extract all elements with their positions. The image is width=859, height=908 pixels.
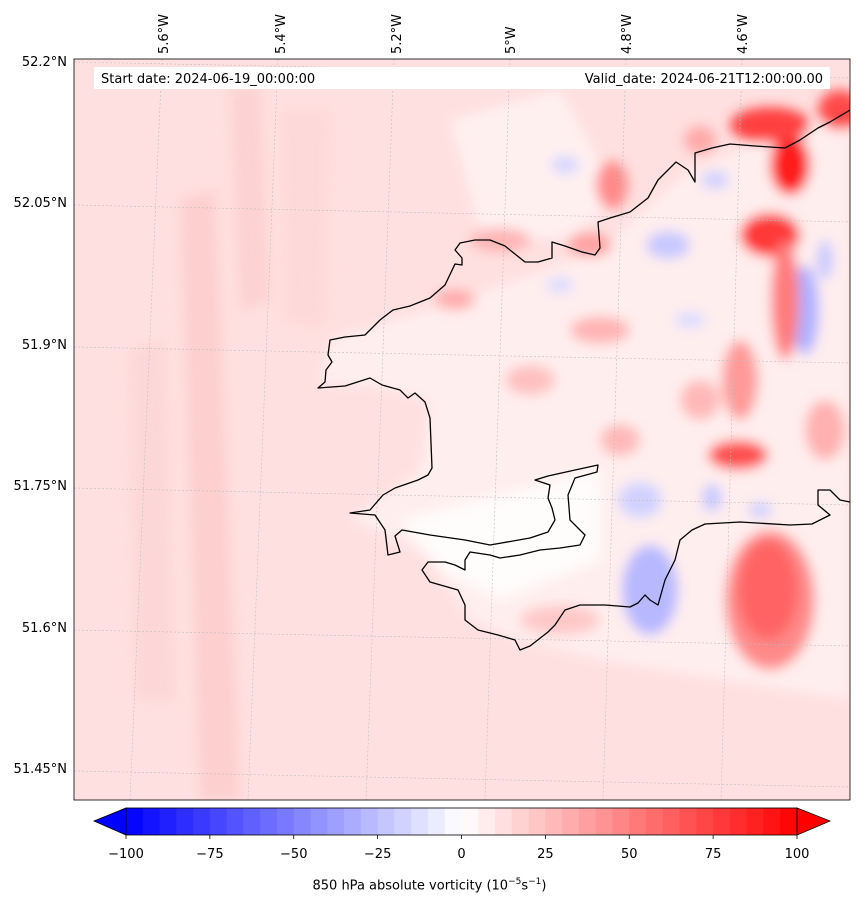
lon-label: 4.6°W bbox=[736, 14, 751, 54]
header-band: Start date: 2024-06-19_00:00:00 Valid_da… bbox=[94, 67, 830, 89]
colorbar-ticks: −100 −75 −50 −25 0 25 50 75 100 bbox=[108, 835, 809, 862]
lat-label: 51.6°N bbox=[22, 621, 67, 636]
colorbar-steps bbox=[126, 808, 798, 835]
colorbar-step bbox=[780, 808, 798, 835]
colorbar-step bbox=[528, 808, 546, 835]
lon-label: 4.8°W bbox=[620, 14, 635, 54]
colorbar-step bbox=[729, 808, 748, 835]
colorbar-step bbox=[126, 808, 144, 835]
valid-date-text: Valid_date: 2024-06-21T12:00:00.00 bbox=[585, 72, 823, 87]
start-date-text: Start date: 2024-06-19_00:00:00 bbox=[101, 72, 315, 87]
map-frame bbox=[73, 58, 851, 801]
colorbar-step bbox=[193, 808, 211, 835]
colorbar-step bbox=[679, 808, 697, 835]
colorbar-step bbox=[444, 808, 463, 835]
colorbar-step bbox=[578, 808, 597, 835]
colorbar-step bbox=[293, 808, 312, 835]
colorbar-step bbox=[243, 808, 261, 835]
colorbar-tick-label: 50 bbox=[621, 847, 638, 862]
colorbar-step bbox=[209, 808, 228, 835]
colorbar-step bbox=[562, 808, 580, 835]
lat-label: 52.2°N bbox=[22, 55, 67, 70]
colorbar-step bbox=[142, 808, 161, 835]
colorbar-step bbox=[360, 808, 379, 835]
colorbar-step bbox=[763, 808, 781, 835]
colorbar-step bbox=[478, 808, 496, 835]
colorbar-step bbox=[327, 808, 345, 835]
colorbar-step bbox=[310, 808, 328, 835]
vorticity-field bbox=[74, 59, 850, 800]
colorbar-step bbox=[377, 808, 396, 835]
colorbar-step bbox=[276, 808, 295, 835]
colorbar: −100 −75 −50 −25 0 25 50 75 100 bbox=[92, 807, 832, 862]
lat-label: 51.9°N bbox=[22, 338, 67, 353]
colorbar-step bbox=[176, 808, 194, 835]
colorbar-step bbox=[260, 808, 278, 835]
colorbar-min-extend bbox=[92, 807, 127, 836]
colorbar-tick-label: 25 bbox=[537, 847, 554, 862]
colorbar-step bbox=[629, 808, 647, 835]
colorbar-step bbox=[159, 808, 177, 835]
colorbar-step bbox=[696, 808, 714, 835]
colorbar-step bbox=[226, 808, 245, 835]
longitude-labels: 5.6°W 5.4°W 5.2°W 5°W 4.8°W 4.6°W bbox=[157, 14, 751, 54]
colorbar-step bbox=[662, 808, 681, 835]
colorbar-step bbox=[427, 808, 446, 835]
colorbar-step bbox=[746, 808, 765, 835]
colorbar-step bbox=[344, 808, 362, 835]
colorbar-step bbox=[394, 808, 412, 835]
colorbar-tick-label: −75 bbox=[196, 847, 223, 862]
colorbar-tick-label: 75 bbox=[705, 847, 722, 862]
latitude-labels: 52.2°N 52.05°N 51.9°N 51.75°N 51.6°N 51.… bbox=[14, 55, 67, 777]
colorbar-step bbox=[495, 808, 513, 835]
lat-label: 52.05°N bbox=[14, 196, 67, 211]
lon-label: 5.4°W bbox=[274, 14, 289, 54]
colorbar-step bbox=[411, 808, 429, 835]
coastline bbox=[317, 109, 850, 651]
colorbar-tick-label: 100 bbox=[785, 847, 810, 862]
colorbar-step bbox=[545, 808, 563, 835]
colorbar-label: 850 hPa absolute vorticity (10−5s−1) bbox=[312, 877, 547, 894]
colorbar-tick-label: −25 bbox=[364, 847, 391, 862]
lon-label: 5°W bbox=[504, 26, 519, 54]
colorbar-step bbox=[646, 808, 664, 835]
colorbar-step bbox=[713, 808, 731, 835]
colorbar-tick-label: −100 bbox=[108, 847, 144, 862]
lon-label: 5.6°W bbox=[157, 14, 172, 54]
colorbar-step bbox=[595, 808, 614, 835]
colorbar-tick-label: −50 bbox=[280, 847, 307, 862]
colorbar-max-extend bbox=[796, 807, 832, 836]
colorbar-step bbox=[612, 808, 630, 835]
lon-label: 5.2°W bbox=[390, 14, 405, 54]
lat-label: 51.45°N bbox=[14, 762, 67, 777]
colorbar-tick-label: 0 bbox=[457, 847, 465, 862]
colorbar-step bbox=[461, 808, 479, 835]
colorbar-step bbox=[511, 808, 530, 835]
lat-label: 51.75°N bbox=[14, 479, 67, 494]
